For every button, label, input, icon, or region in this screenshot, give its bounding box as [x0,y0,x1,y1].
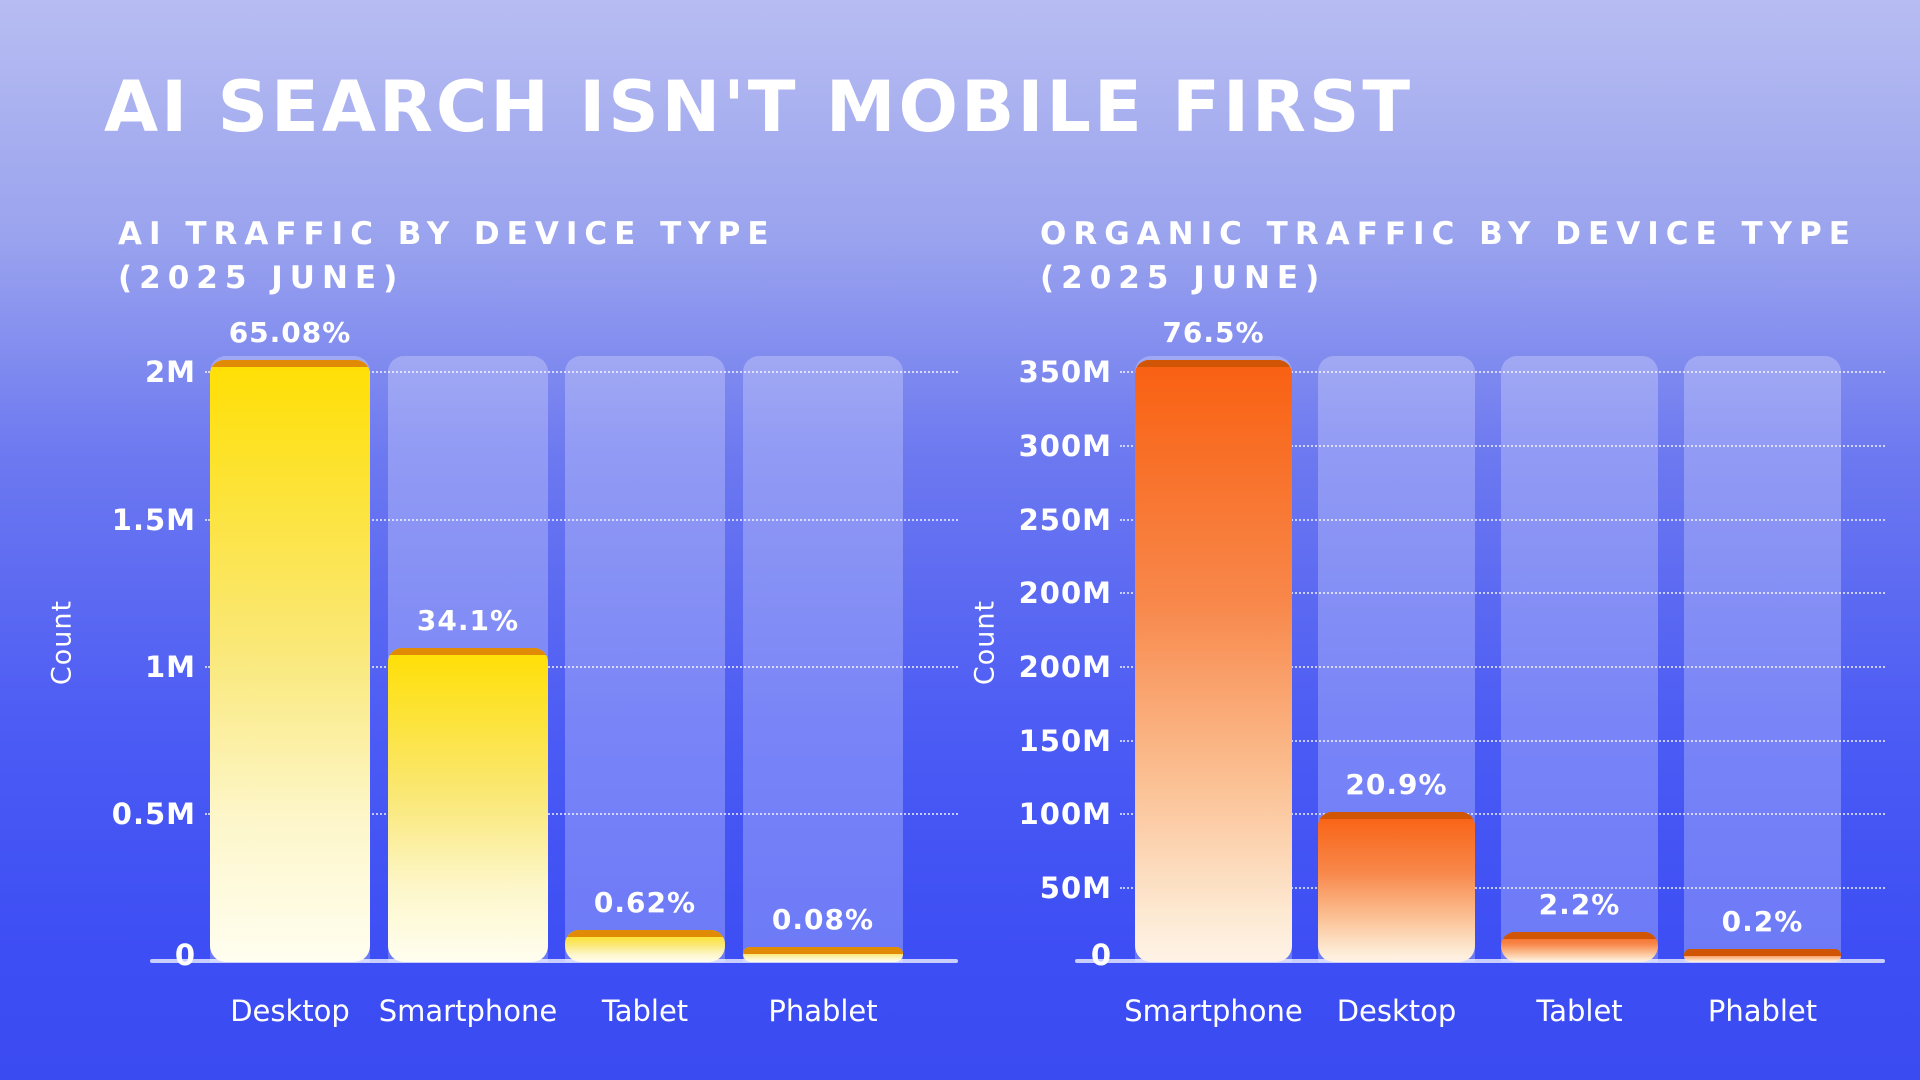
right-ytick-50m: 50M [1039,871,1112,906]
right-ytick-100m: 100M [1018,797,1112,832]
right-ytick-200m: 200M [1018,576,1112,611]
left-bar-cap-smartphone [388,648,548,655]
right-bar-cap-desktop [1318,812,1475,819]
right-ytick-250m: 250M [1018,502,1112,537]
left-track-phablet [743,356,903,962]
right-gridline [1120,444,1885,447]
right-xlabel-desktop: Desktop [1336,994,1457,1028]
right-x-axis-line [1075,959,1885,963]
right-track-phablet [1684,356,1841,962]
right-value-label-desktop: 20.9% [1345,768,1448,801]
left-xlabel-phablet: Phablet [768,994,878,1028]
left-bar-cap-tablet [565,930,725,937]
right-bar-cap-tablet [1501,932,1658,939]
right-ytick-0: 0 [1090,938,1112,972]
left-y-axis-title: Count [46,599,78,686]
right-chart-subtitle: (2025 JUNE) [1040,260,1327,296]
right-bar-smartphone [1135,360,1292,962]
right-gridline [1120,592,1885,595]
left-bar-smartphone [388,648,548,962]
right-chart-title: ORGANIC TRAFFIC BY DEVICE TYPE [1040,216,1857,252]
left-ytick-1.5m: 1.5M [111,502,196,537]
right-bar-phablet [1684,949,1841,962]
right-gridline [1120,518,1885,521]
left-ytick-1m: 1M [144,650,196,685]
left-value-label-tablet: 0.62% [593,886,697,919]
left-track-tablet [565,356,725,962]
right-track-tablet [1501,356,1658,962]
right-bar-cap-smartphone [1135,360,1292,367]
right-value-label-smartphone: 76.5% [1162,316,1265,349]
right-value-label-tablet: 2.2% [1538,888,1621,921]
right-bar-cap-phablet [1684,949,1841,956]
left-gridline [205,666,958,669]
left-bar-cap-desktop [210,360,370,367]
left-x-axis-line [150,959,958,963]
left-xlabel-tablet: Tablet [601,994,689,1028]
right-ytick-150m: 150M [1018,723,1112,758]
left-bar-cap-phablet [743,947,903,954]
left-value-label-phablet: 0.08% [771,903,875,936]
right-bar-tablet [1501,932,1658,962]
left-value-label-desktop: 65.08% [228,316,352,349]
right-ytick-300m: 300M [1018,428,1112,463]
left-ytick-0: 0 [174,938,196,972]
right-gridline [1120,666,1885,669]
right-xlabel-smartphone: Smartphone [1124,994,1303,1028]
left-gridline [205,813,958,816]
left-gridline [205,518,958,521]
left-xlabel-desktop: Desktop [230,994,350,1028]
left-chart-header: AI TRAFFIC BY DEVICE TYPE (2025 JUNE) [118,212,776,300]
left-bar-tablet [565,930,725,962]
right-chart-header: ORGANIC TRAFFIC BY DEVICE TYPE (2025 JUN… [1040,212,1857,300]
right-ytick-200m: 200M [1018,650,1112,685]
left-ytick-0.5m: 0.5M [111,797,196,832]
right-xlabel-phablet: Phablet [1707,994,1818,1028]
right-gridline [1120,739,1885,742]
left-ytick-2m: 2M [144,355,196,390]
page-title: AI SEARCH ISN'T MOBILE FIRST [104,66,1414,148]
left-bar-desktop [210,360,370,962]
left-xlabel-smartphone: Smartphone [378,994,558,1028]
left-bar-phablet [743,947,903,962]
right-gridline [1120,887,1885,890]
right-xlabel-tablet: Tablet [1536,994,1623,1028]
right-ytick-350m: 350M [1018,355,1112,390]
right-value-label-phablet: 0.2% [1721,905,1804,938]
right-gridline [1120,371,1885,374]
right-bar-desktop [1318,812,1475,962]
right-gridline [1120,813,1885,816]
left-chart-title: AI TRAFFIC BY DEVICE TYPE [118,216,776,252]
left-chart-subtitle: (2025 JUNE) [118,260,405,296]
left-value-label-smartphone: 34.1% [416,604,520,637]
left-gridline [205,371,958,374]
